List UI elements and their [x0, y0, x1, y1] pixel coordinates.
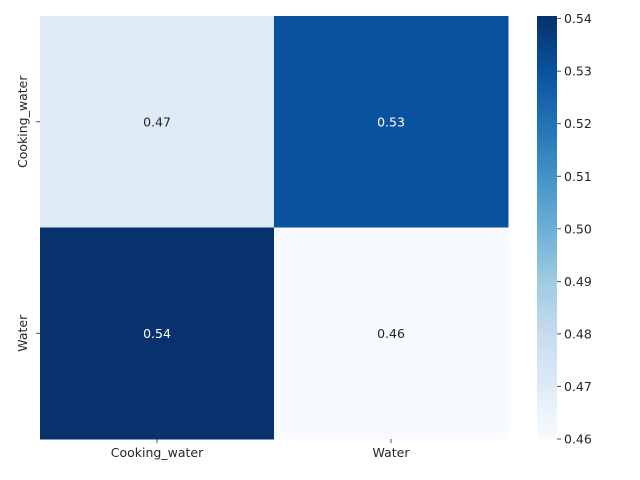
cell-annotation: 0.53 — [377, 114, 405, 129]
heatmap-cell — [40, 16, 275, 228]
cell-annotation: 0.54 — [143, 326, 171, 341]
colorbar-ticks: 0.46 0.47 0.48 0.49 0.50 0.51 0.52 0.53 0.54 — [557, 11, 592, 447]
x-tick-label: Cooking_water — [111, 445, 204, 460]
cell-annotation: 0.47 — [143, 114, 171, 129]
x-tick-label: Water — [373, 445, 411, 460]
heatmap-cell — [40, 227, 275, 440]
colorbar-tick-label: 0.47 — [564, 379, 592, 394]
colorbar-tick-label: 0.51 — [564, 169, 592, 184]
heatmap-cell — [274, 227, 509, 440]
colorbar-tick-label: 0.53 — [564, 64, 592, 79]
colorbar-gradient — [537, 16, 557, 439]
y-tick-label: Cooking_water — [15, 75, 30, 168]
colorbar-tick-label: 0.49 — [564, 274, 592, 289]
heatmap-cell — [274, 16, 509, 228]
cell-annotation: 0.46 — [377, 326, 405, 341]
colorbar-tick-label: 0.52 — [564, 116, 592, 131]
x-axis: Cooking_water Water — [111, 439, 411, 460]
colorbar-tick-label: 0.50 — [564, 221, 592, 236]
colorbar-tick-label: 0.54 — [564, 11, 592, 26]
colorbar-tick-label: 0.48 — [564, 326, 592, 341]
y-tick-label: Water — [15, 314, 30, 352]
colorbar-tick-label: 0.46 — [564, 432, 592, 447]
colorbar: 0.46 0.47 0.48 0.49 0.50 0.51 0.52 0.53 0.54 — [537, 11, 592, 447]
heatmap-cells: 0.47 0.53 0.54 0.46 — [40, 16, 509, 440]
y-axis: Cooking_water Water — [15, 75, 40, 352]
